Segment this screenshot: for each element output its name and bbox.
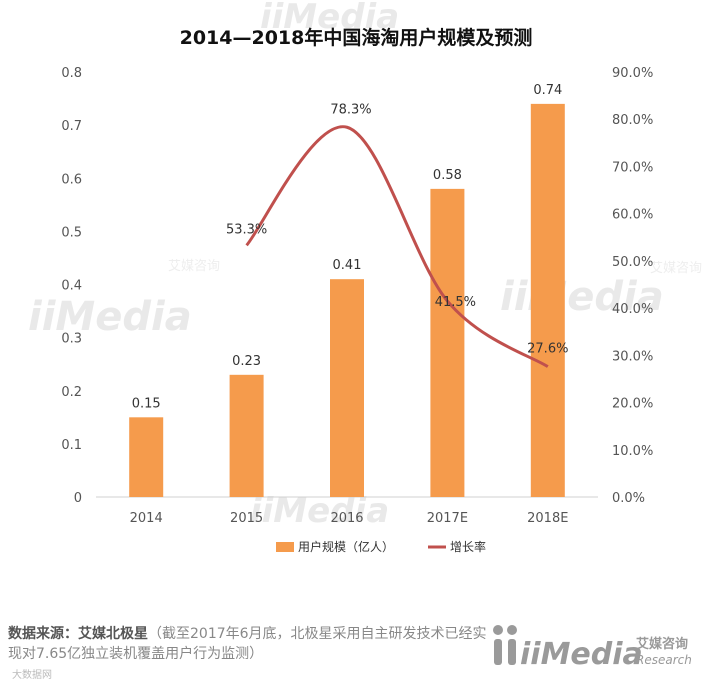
logo-dot-icon <box>493 625 503 635</box>
line-data-labels: 53.3% 78.3% 41.5% 27.6% <box>226 102 569 356</box>
y-axis-right: 0.0% 10.0% 20.0% 30.0% 40.0% 50.0% 60.0% 70.0% 8… <box>612 66 653 506</box>
y-right-tick-label: 30.0% <box>612 349 653 364</box>
bar <box>530 103 565 497</box>
y-left-tick-label: 0.7 <box>61 119 82 134</box>
y-right-tick-label: 90.0% <box>612 66 653 81</box>
line-value-label: 41.5% <box>435 295 476 310</box>
legend-bar-swatch <box>276 542 294 552</box>
logo-bar-icon <box>508 639 516 665</box>
data-source: 数据来源：艾媒北极星（截至2017年6月底，北极星采用自主研发技术已经实现对7.… <box>8 624 488 664</box>
y-axis-left: 0 0.1 0.2 0.3 0.4 0.5 0.6 0.7 0.8 <box>61 66 82 506</box>
legend-bar-label: 用户规模（亿人） <box>298 539 394 554</box>
logo-dot-icon <box>507 625 517 635</box>
y-right-tick-label: 60.0% <box>612 208 653 223</box>
y-left-tick-label: 0.8 <box>61 66 82 81</box>
source-label: 数据来源：艾媒北极星 <box>8 626 148 642</box>
bar-value-label: 0.23 <box>232 354 261 369</box>
y-left-tick-label: 0.3 <box>61 332 82 347</box>
bar <box>330 279 364 497</box>
x-tick-label: 2018E <box>527 511 568 526</box>
watermark-cn-left: 艾媒咨询 <box>168 259 220 274</box>
line-series <box>245 125 549 368</box>
logo-text: iiMedia <box>520 637 643 672</box>
logo-bar-icon <box>494 639 502 665</box>
bar <box>229 374 264 497</box>
bar-value-label: 0.15 <box>132 396 161 411</box>
y-left-tick-label: 0.2 <box>61 385 82 400</box>
y-right-tick-label: 70.0% <box>612 160 653 175</box>
x-tick-label: 2015 <box>230 511 263 526</box>
line-value-label: 27.6% <box>527 342 568 357</box>
bar-data-labels: 0.15 0.23 0.41 0.58 0.74 <box>132 83 563 411</box>
bar-series <box>129 103 565 497</box>
y-left-tick-label: 0 <box>74 491 82 506</box>
y-right-tick-label: 20.0% <box>612 397 653 412</box>
x-tick-label: 2017E <box>427 511 468 526</box>
x-axis: 2014 2015 2016 2017E 2018E <box>130 511 569 526</box>
watermark-brand-top: iiMedia <box>260 0 399 37</box>
watermark-brand-bottom: iiMedia <box>250 491 389 531</box>
growth-line <box>245 125 549 368</box>
y-left-tick-label: 0.6 <box>61 172 82 187</box>
y-right-tick-label: 10.0% <box>612 444 653 459</box>
x-tick-label: 2014 <box>130 511 163 526</box>
y-right-tick-label: 40.0% <box>612 302 653 317</box>
line-value-label: 78.3% <box>330 102 371 117</box>
line-value-label: 53.3% <box>226 222 267 237</box>
bar <box>129 417 164 497</box>
chart-title: 2014—2018年中国海淘用户规模及预测 <box>180 26 533 49</box>
logo-cn: 艾媒咨询 <box>636 636 688 652</box>
y-left-tick-label: 0.5 <box>61 225 82 240</box>
y-left-tick-label: 0.1 <box>61 438 82 453</box>
watermark-cn-right: 艾媒咨询 <box>650 261 702 276</box>
watermark-brand-right: iiMedia <box>500 274 664 320</box>
watermark-group: iiMedia iiMedia iiMedia iiMedia 艾媒咨询 艾媒咨… <box>28 0 702 531</box>
watermark-brand-left: iiMedia <box>28 294 192 340</box>
x-tick-label: 2016 <box>330 511 363 526</box>
y-right-tick-label: 50.0% <box>612 255 653 270</box>
y-right-tick-label: 80.0% <box>612 113 653 128</box>
legend-line-label: 增长率 <box>450 539 486 554</box>
bar <box>430 188 465 497</box>
iimedia-logo: iiMedia 艾媒咨询 Research <box>493 625 692 672</box>
logo-en: Research <box>636 653 692 667</box>
bar-value-label: 0.58 <box>433 168 462 183</box>
bar-value-label: 0.41 <box>333 258 362 273</box>
legend: 用户规模（亿人） 增长率 <box>276 539 486 554</box>
footer-watermark: 大数据网 <box>12 670 52 681</box>
bar-value-label: 0.74 <box>533 83 562 98</box>
source-note: （截至2017年6月底，北极星采用自主研发技术已经实现对7.65亿独立装机覆盖用… <box>8 626 487 662</box>
y-left-tick-label: 0.4 <box>61 279 82 294</box>
y-right-tick-label: 0.0% <box>612 491 645 506</box>
